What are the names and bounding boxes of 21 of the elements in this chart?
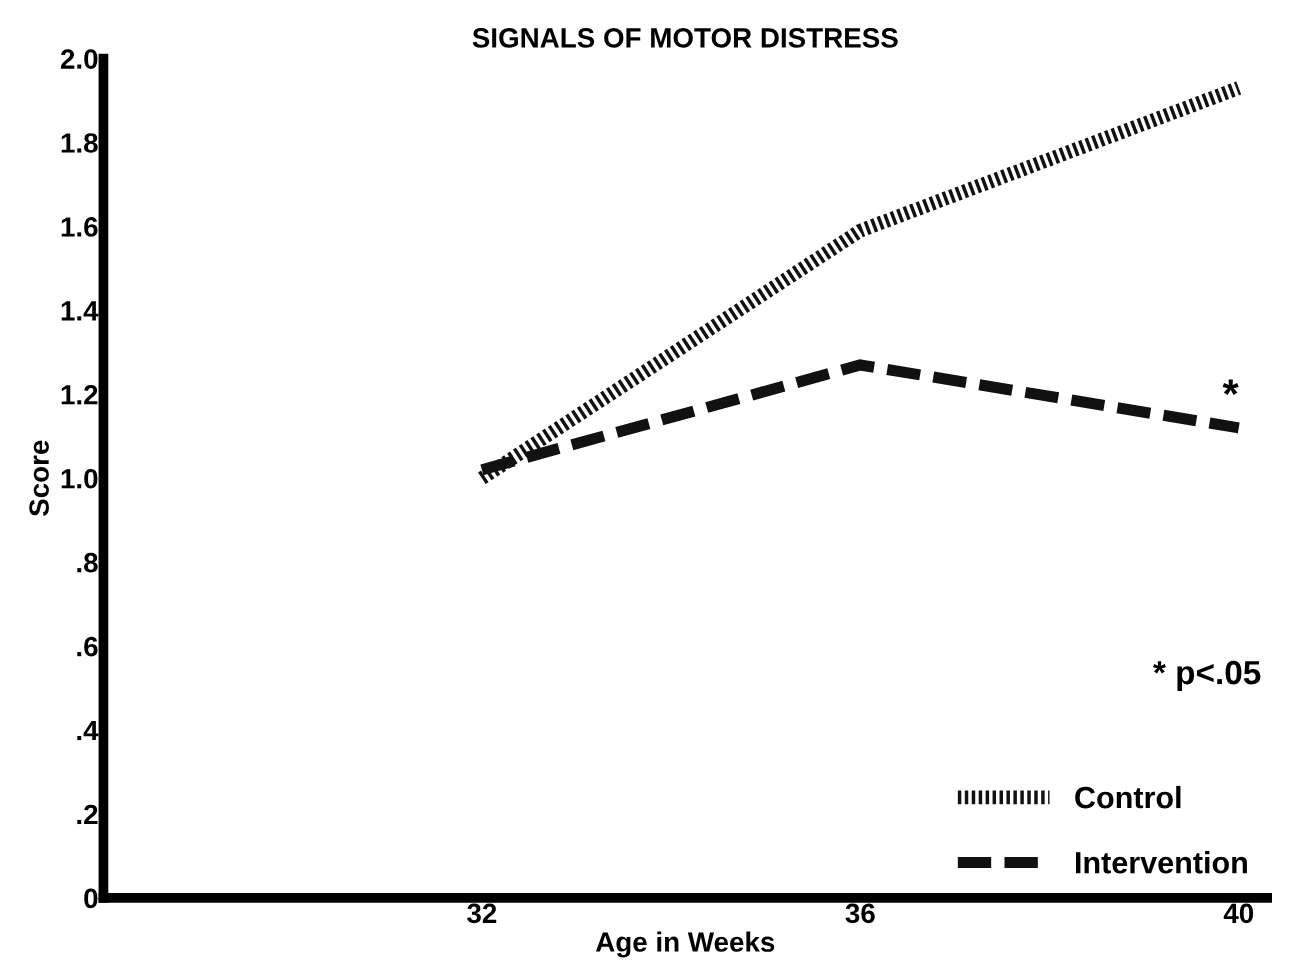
y-tick-label: 1.8 — [61, 133, 98, 153]
x-tick-label: 40 — [1223, 903, 1254, 924]
y-tick-label: .4 — [77, 721, 99, 741]
x-tick-label: 36 — [845, 903, 875, 924]
legend-label: Intervention — [1076, 851, 1247, 874]
y-tick-label: 0 — [84, 888, 98, 909]
y-tick-label: 1.4 — [61, 301, 99, 321]
y-tick-label: 2.0 — [60, 49, 98, 69]
y-tick-label: .6 — [77, 636, 98, 657]
x-tick-label: 32 — [467, 903, 497, 924]
y-tick-label: 1.2 — [61, 384, 98, 405]
chart-title: SIGNALS OF MOTOR DISTRESS — [472, 28, 898, 48]
annotation: * p<.05 — [1153, 660, 1261, 692]
y-tick-label: 1.6 — [61, 217, 98, 237]
y-tick-label: 1.0 — [61, 468, 98, 489]
y-axis-title: Score — [29, 440, 49, 517]
annotation: * — [1222, 379, 1239, 395]
y-tick-label: .2 — [77, 804, 98, 825]
y-tick-label: .8 — [77, 552, 98, 573]
x-axis-title: Age in Weeks — [595, 931, 775, 958]
legend-label: Control — [1075, 785, 1181, 809]
